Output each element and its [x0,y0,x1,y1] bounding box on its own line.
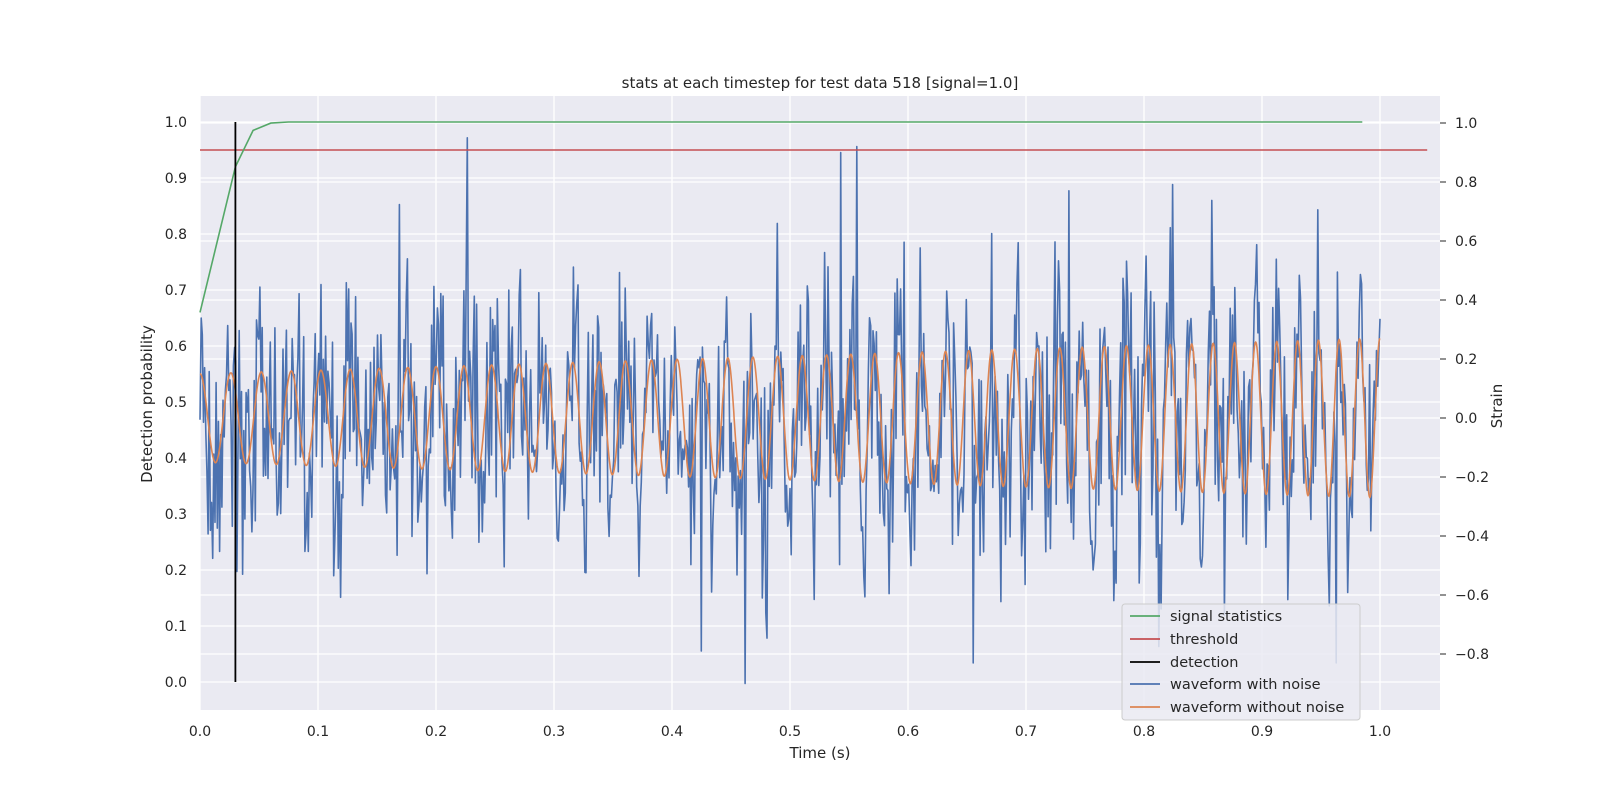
legend-label-threshold: threshold [1170,632,1238,648]
series-signal-statistics [199,121,1363,313]
y-right-tick-label: −0.2 [1455,470,1489,486]
legend-item-signal-statistics: signal statistics [1130,609,1282,625]
y-left-tick-label: 0.6 [165,339,187,355]
legend: signal statistics threshold detection wa… [1121,603,1361,721]
y-right-tick-label: 0.8 [1455,175,1477,191]
legend-label-signal-statistics: signal statistics [1170,609,1282,625]
legend-label-waveform-without-noise: waveform without noise [1170,700,1344,716]
legend-item-waveform-without-noise: waveform without noise [1130,700,1344,716]
legend-label-waveform-with-noise: waveform with noise [1170,677,1321,693]
legend-item-detection: detection [1130,655,1238,671]
legend-item-waveform-with-noise: waveform with noise [1130,677,1321,693]
x-tick-label: 0.5 [779,724,801,740]
x-tick-label: 0.2 [425,724,447,740]
y-left-tick-label: 0.3 [165,507,187,523]
y-left-tick-label: 0.4 [165,451,187,467]
y-left-tick-label: 0.0 [165,675,187,691]
series-waveform-without-noise [199,337,1381,499]
y-left-tick-label: 0.5 [165,395,187,411]
y-axis-label-right: Strain [1488,384,1506,428]
x-axis-ticks: 0.0 0.1 0.2 0.3 0.4 0.5 0.6 0.7 0.8 0.9 1.0 [189,724,1391,740]
legend-item-threshold: threshold [1130,632,1238,648]
y-left-tick-label: 0.1 [165,619,187,635]
x-tick-label: 0.8 [1133,724,1155,740]
x-tick-label: 0.3 [543,724,565,740]
y-right-tick-label: 0.2 [1455,352,1477,368]
x-axis-label: Time (s) [789,744,851,762]
y-right-tick-label: −0.8 [1455,647,1489,663]
x-tick-label: 0.0 [189,724,211,740]
x-tick-label: 0.9 [1251,724,1273,740]
y-axis-label-left: Detection probability [138,325,156,483]
legend-label-detection: detection [1170,655,1238,671]
y-left-tick-label: 0.2 [165,563,187,579]
chart-title: stats at each timestep for test data 518… [622,74,1019,92]
series-layer [199,121,1428,685]
y-left-tick-label: 1.0 [165,115,187,131]
right-axis-ticks: −0.8 −0.6 −0.4 −0.2 0.0 0.2 0.4 0.6 0.8 1.0 [1440,116,1489,663]
x-tick-label: 0.1 [307,724,329,740]
series-waveform-with-noise [199,137,1381,685]
y-left-tick-label: 0.8 [165,227,187,243]
x-tick-label: 0.4 [661,724,683,740]
y-right-tick-label: 1.0 [1455,116,1477,132]
y-right-tick-label: 0.0 [1455,411,1477,427]
x-tick-label: 1.0 [1369,724,1391,740]
x-tick-label: 0.7 [1015,724,1037,740]
y-left-tick-label: 0.7 [165,283,187,299]
x-tick-label: 0.6 [897,724,919,740]
y-right-tick-label: 0.6 [1455,234,1477,250]
legend-box [1121,603,1361,721]
left-axis-ticks: 0.0 0.1 0.2 0.3 0.4 0.5 0.6 0.7 0.8 0.9 1.0 [165,115,187,691]
y-right-tick-label: 0.4 [1455,293,1477,309]
y-left-tick-label: 0.9 [165,171,187,187]
y-right-tick-label: −0.4 [1455,529,1489,545]
y-right-tick-label: −0.6 [1455,588,1489,604]
